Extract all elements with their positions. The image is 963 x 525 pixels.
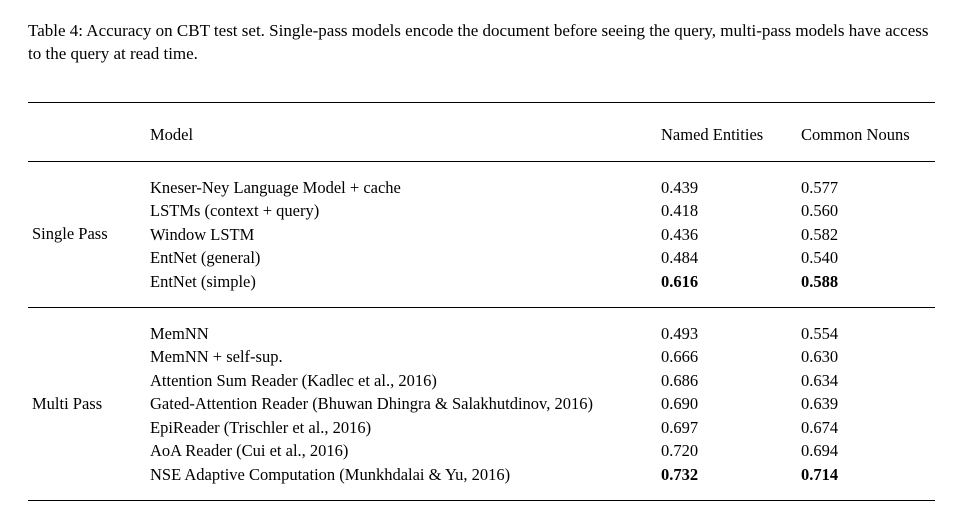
cell-value: 0.674 bbox=[801, 416, 935, 439]
col-named-entities: Named Entities bbox=[655, 107, 795, 162]
cell-value: 0.720 bbox=[661, 439, 795, 462]
cell-value: 0.639 bbox=[801, 392, 935, 415]
cell-value: 0.588 bbox=[801, 270, 935, 293]
cell-value: 0.630 bbox=[801, 345, 935, 368]
cell-value: 0.686 bbox=[661, 369, 795, 392]
cell-value: 0.582 bbox=[801, 223, 935, 246]
cell-value: 0.694 bbox=[801, 439, 935, 462]
table-row: EntNet (simple) bbox=[150, 270, 655, 293]
col-model: Model bbox=[144, 107, 655, 162]
named-entities-values: 0.493 0.666 0.686 0.690 0.697 0.720 0.73… bbox=[661, 322, 795, 486]
cell-value: 0.439 bbox=[661, 176, 795, 199]
model-list: Kneser-Ney Language Model + cache LSTMs … bbox=[150, 176, 655, 293]
cell-value: 0.540 bbox=[801, 246, 935, 269]
table-row: EntNet (general) bbox=[150, 246, 655, 269]
named-entities-values: 0.439 0.418 0.436 0.484 0.616 bbox=[661, 176, 795, 293]
table-row: MemNN + self-sup. bbox=[150, 345, 655, 368]
table-row: MemNN bbox=[150, 322, 655, 345]
cell-value: 0.577 bbox=[801, 176, 935, 199]
cell-value: 0.666 bbox=[661, 345, 795, 368]
table-row: Kneser-Ney Language Model + cache bbox=[150, 176, 655, 199]
results-table: Model Named Entities Common Nouns Single… bbox=[28, 102, 935, 505]
table-group-multi-pass: Multi Pass MemNN MemNN + self-sup. Atten… bbox=[28, 308, 935, 500]
table-row: NSE Adaptive Computation (Munkhdalai & Y… bbox=[150, 463, 655, 486]
cell-value: 0.714 bbox=[801, 463, 935, 486]
table-header-row: Model Named Entities Common Nouns bbox=[28, 107, 935, 162]
cell-value: 0.560 bbox=[801, 199, 935, 222]
model-list: MemNN MemNN + self-sup. Attention Sum Re… bbox=[150, 322, 655, 486]
table-row: Attention Sum Reader (Kadlec et al., 201… bbox=[150, 369, 655, 392]
table-row: LSTMs (context + query) bbox=[150, 199, 655, 222]
group-label: Single Pass bbox=[28, 162, 144, 308]
cell-value: 0.697 bbox=[661, 416, 795, 439]
common-nouns-values: 0.554 0.630 0.634 0.639 0.674 0.694 0.71… bbox=[801, 322, 935, 486]
cell-value: 0.484 bbox=[661, 246, 795, 269]
table-caption: Table 4: Accuracy on CBT test set. Singl… bbox=[28, 20, 935, 66]
cell-value: 0.418 bbox=[661, 199, 795, 222]
table-group-single-pass: Single Pass Kneser-Ney Language Model + … bbox=[28, 162, 935, 308]
cell-value: 0.634 bbox=[801, 369, 935, 392]
group-label: Multi Pass bbox=[28, 308, 144, 500]
table-row: AoA Reader (Cui et al., 2016) bbox=[150, 439, 655, 462]
table-row: Window LSTM bbox=[150, 223, 655, 246]
cell-value: 0.616 bbox=[661, 270, 795, 293]
cell-value: 0.732 bbox=[661, 463, 795, 486]
cell-value: 0.436 bbox=[661, 223, 795, 246]
cell-value: 0.493 bbox=[661, 322, 795, 345]
col-common-nouns: Common Nouns bbox=[795, 107, 935, 162]
table-row: Gated-Attention Reader (Bhuwan Dhingra &… bbox=[150, 392, 655, 415]
common-nouns-values: 0.577 0.560 0.582 0.540 0.588 bbox=[801, 176, 935, 293]
cell-value: 0.554 bbox=[801, 322, 935, 345]
cell-value: 0.690 bbox=[661, 392, 795, 415]
table-row: EpiReader (Trischler et al., 2016) bbox=[150, 416, 655, 439]
